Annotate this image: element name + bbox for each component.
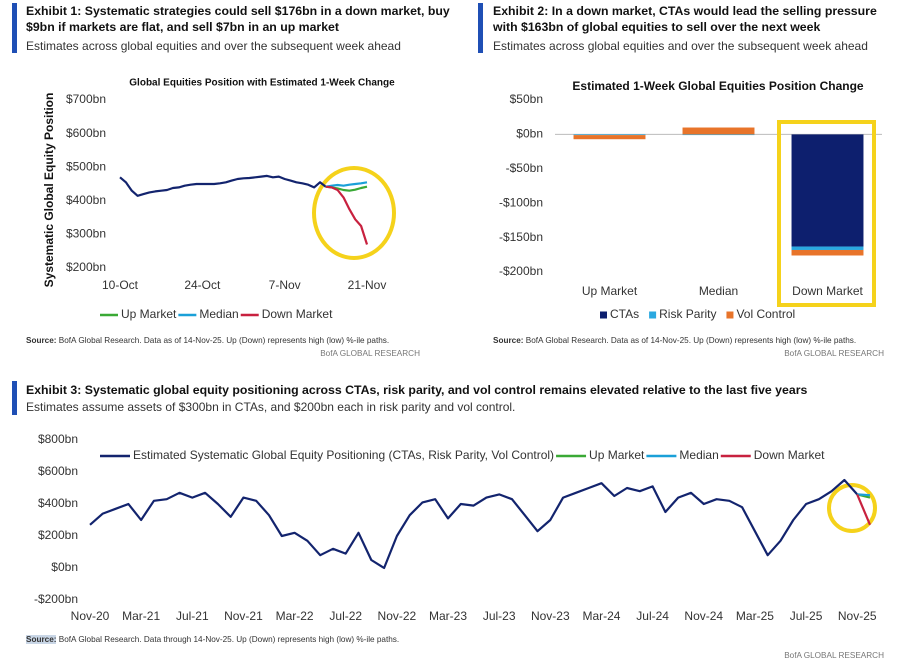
x-tick-label: Jul-21: [176, 609, 209, 623]
accent-bar: [12, 3, 17, 53]
y-tick-label: $700bn: [66, 92, 106, 106]
line-series: [119, 174, 327, 197]
exhibit-title: Exhibit 2: In a down market, CTAs would …: [493, 4, 877, 34]
y-tick-label: $200bn: [38, 528, 78, 542]
x-tick-label: Mar-24: [582, 609, 620, 623]
y-tick-label: $300bn: [66, 227, 106, 241]
y-tick-label: $400bn: [66, 193, 106, 207]
source-text: BofA Global Research. Data as of 14-Nov-…: [525, 336, 857, 345]
exhibit-subtitle: Estimates across global equities and ove…: [493, 39, 868, 53]
x-tick-label: Jul-22: [329, 609, 362, 623]
legend-label: Up Market: [121, 307, 177, 321]
source-label: Source:: [26, 336, 57, 345]
line-series: [325, 185, 369, 245]
credit: BofA GLOBAL RESEARCH: [784, 651, 884, 660]
legend-label: Median: [199, 307, 238, 321]
x-tick-label: Jul-25: [790, 609, 823, 623]
credit: BofA GLOBAL RESEARCH: [784, 349, 884, 358]
legend-label: Risk Parity: [659, 307, 716, 321]
legend-label: Down Market: [262, 307, 333, 321]
legend-label: Median: [679, 448, 718, 462]
x-tick-label: Mar-23: [429, 609, 467, 623]
chart-title: Global Equities Position with Estimated …: [129, 78, 395, 89]
legend-label: Down Market: [754, 448, 825, 462]
y-tick-label: $0bn: [51, 560, 78, 574]
accent-bar: [478, 3, 483, 53]
source-label: Source:: [493, 336, 524, 345]
highlight: [777, 120, 876, 307]
y-tick-label: $50bn: [510, 92, 543, 106]
source: Source: BofA Global Research. Data throu…: [26, 635, 399, 644]
x-tick-label: Mar-21: [122, 609, 160, 623]
legend-label: Vol Control: [736, 307, 795, 321]
line-series: [89, 478, 859, 570]
x-tick-label: Nov-21: [224, 609, 263, 623]
legend-swatch: [649, 311, 657, 319]
x-tick-label: Mar-25: [736, 609, 774, 623]
x-tick-label: Nov-24: [684, 609, 723, 623]
x-tick-label: Up Market: [582, 284, 638, 298]
x-tick-label: Nov-22: [378, 609, 417, 623]
legend-label: Estimated Systematic Global Equity Posit…: [133, 448, 554, 462]
legend-label: Up Market: [589, 448, 645, 462]
y-tick-label: -$150bn: [499, 230, 543, 244]
x-tick-label: Jul-23: [483, 609, 516, 623]
x-tick-label: 7-Nov: [269, 278, 301, 292]
line-series: [325, 181, 368, 188]
line-series: [856, 493, 872, 526]
highlight: [312, 166, 396, 260]
x-tick-label: Nov-23: [531, 609, 570, 623]
x-tick-label: Nov-20: [71, 609, 110, 623]
y-tick-label: -$100bn: [499, 195, 543, 209]
x-tick-label: 21-Nov: [348, 278, 387, 292]
x-tick-label: Nov-25: [838, 609, 877, 623]
line-series: [857, 493, 871, 497]
y-tick-label: $600bn: [66, 126, 106, 140]
y-tick-label: $200bn: [66, 260, 106, 274]
bar: [682, 127, 755, 135]
bar: [791, 246, 864, 250]
source-label: Source:: [26, 635, 57, 644]
y-tick-label: $0bn: [516, 127, 543, 141]
chart-title: Estimated 1-Week Global Equities Positio…: [572, 79, 863, 93]
exhibit-title: Exhibit 3: Systematic global equity posi…: [26, 383, 808, 397]
legend-label: CTAs: [610, 307, 639, 321]
exhibit-subtitle: Estimates across global equities and ove…: [26, 39, 401, 53]
source: Source: BofA Global Research. Data as of…: [493, 336, 856, 345]
x-tick-label: Down Market: [792, 284, 863, 298]
bar: [682, 134, 755, 136]
source: Source: BofA Global Research. Data as of…: [26, 336, 389, 345]
legend-swatch: [600, 311, 607, 319]
source-text: BofA Global Research. Data as of 14-Nov-…: [58, 336, 390, 345]
x-tick-label: 10-Oct: [102, 278, 139, 292]
x-tick-label: 24-Oct: [184, 278, 221, 292]
y-tick-label: -$50bn: [506, 161, 543, 175]
x-tick-label: Mar-22: [276, 609, 314, 623]
exhibit-subtitle: Estimates assume assets of $300bn in CTA…: [26, 400, 516, 414]
y-axis-label: Systematic Global Equity Position: [42, 93, 56, 288]
x-tick-label: Median: [699, 284, 738, 298]
exhibit-title: Exhibit 1: Systematic strategies could s…: [26, 4, 450, 34]
bar: [791, 134, 864, 247]
x-tick-label: Jul-24: [636, 609, 669, 623]
accent-bar: [12, 381, 17, 415]
source-text: BofA Global Research. Data through 14-No…: [58, 635, 400, 644]
y-tick-label: $500bn: [66, 159, 106, 173]
legend-swatch: [726, 311, 734, 319]
bar: [791, 249, 864, 256]
bar: [573, 135, 646, 140]
highlight: [827, 483, 877, 533]
y-tick-label: $800bn: [38, 432, 78, 446]
bar: [573, 134, 646, 136]
y-tick-label: -$200bn: [499, 264, 543, 278]
y-tick-label: $600bn: [38, 464, 78, 478]
y-tick-label: $400bn: [38, 496, 78, 510]
y-tick-label: -$200bn: [34, 592, 78, 606]
credit: BofA GLOBAL RESEARCH: [320, 349, 420, 358]
